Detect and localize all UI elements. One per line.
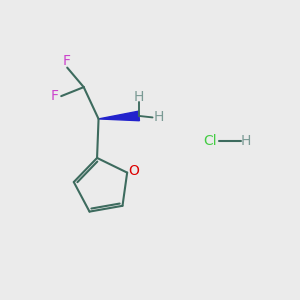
Text: H: H [153,110,164,124]
Text: H: H [241,134,251,148]
Text: Cl: Cl [203,134,217,148]
Polygon shape [99,111,140,121]
Text: F: F [51,89,58,103]
Text: F: F [63,54,70,68]
Text: O: O [128,164,139,178]
Text: H: H [134,90,144,104]
